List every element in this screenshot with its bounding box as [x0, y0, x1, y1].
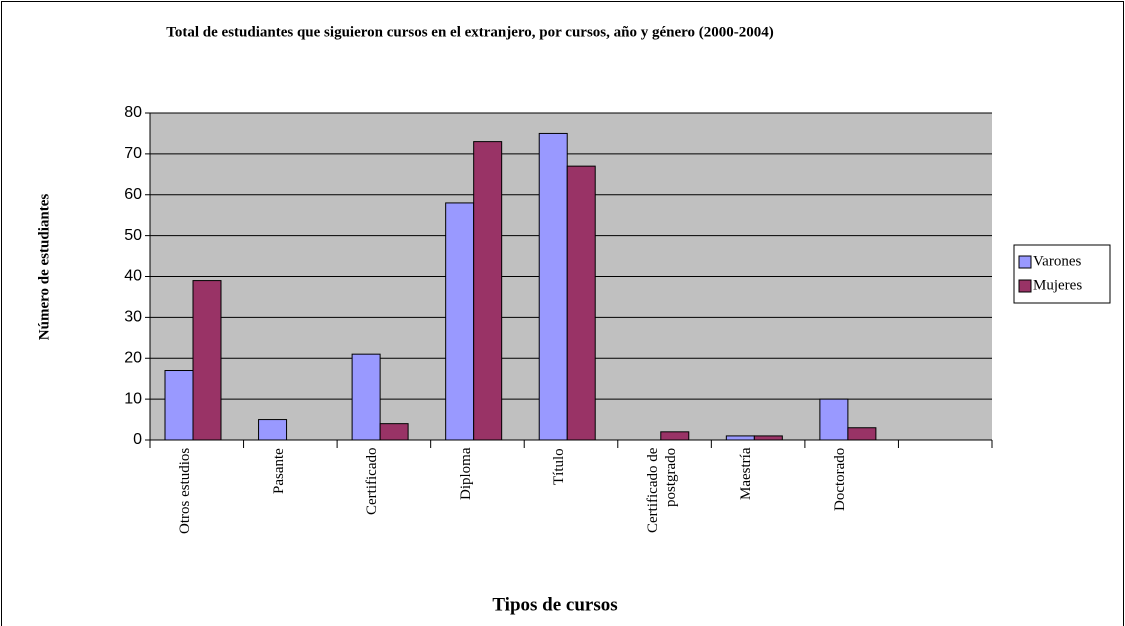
legend-swatch	[1018, 279, 1032, 293]
chart-title: Total de estudiantes que siguieron curso…	[166, 24, 774, 40]
bar	[445, 202, 475, 441]
legend-swatch	[1018, 255, 1032, 269]
x-tick-label: Otros estudios	[177, 448, 193, 535]
bar	[847, 427, 877, 441]
bar	[351, 353, 381, 441]
legend-label: Varones	[1033, 253, 1081, 269]
x-tick-label: Doctorado	[831, 448, 848, 512]
x-axis-title: Tipos de cursos	[492, 594, 617, 615]
y-tick-label: 0	[133, 431, 142, 448]
bar	[819, 398, 849, 441]
y-tick-label: 30	[124, 309, 142, 326]
x-tick-label: Pasante	[270, 448, 287, 494]
bar	[538, 132, 568, 441]
x-tick-label: Título	[551, 448, 568, 485]
bar	[660, 431, 690, 441]
x-tick-label: Certificado de postgrado	[644, 448, 679, 534]
bar	[566, 165, 596, 441]
y-tick-label: 50	[124, 227, 142, 244]
y-tick-label: 10	[124, 390, 142, 407]
bar	[258, 419, 288, 441]
x-tick-label: Maestría	[738, 448, 755, 501]
y-tick-label: 70	[124, 145, 142, 162]
y-tick-label: 80	[124, 104, 142, 121]
bar	[379, 423, 409, 441]
y-tick-label: 20	[124, 349, 142, 366]
bar	[164, 370, 194, 441]
y-tick-label: 40	[124, 268, 142, 285]
y-axis-title: Número de estudiantes	[36, 194, 52, 341]
y-tick-label: 60	[124, 186, 142, 203]
bar	[725, 435, 755, 441]
bar	[473, 141, 503, 441]
bar	[192, 280, 222, 441]
x-tick-label: Certificado	[364, 448, 381, 516]
legend-label: Mujeres	[1033, 277, 1082, 293]
bar	[753, 435, 783, 441]
x-tick-label: Diploma	[457, 448, 474, 501]
legend-box	[1013, 244, 1111, 304]
